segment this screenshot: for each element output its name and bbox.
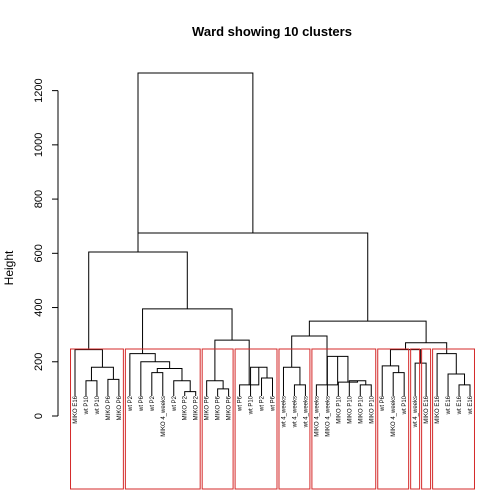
cluster-box [377, 348, 410, 490]
y-tick-label: 0 [33, 413, 45, 419]
leaf-label: wt 4_weeks [292, 396, 298, 428]
leaf-label: wt E16 [468, 395, 474, 415]
y-axis: 0 200 400 600 800 1000 1200 [33, 78, 59, 419]
dendrogram-merge [293, 384, 306, 396]
chart-title: Ward showing 10 clusters [192, 24, 352, 39]
cluster-box [410, 348, 421, 490]
dendrogram-merge [137, 72, 254, 252]
leaf-label: wt P10 [95, 395, 101, 415]
dendrogram-merge [359, 384, 372, 396]
leaf-label: wt P2 [150, 395, 156, 412]
leaf-label: MIKO P6 [227, 395, 233, 420]
leaf-label: wt P2 [172, 395, 178, 412]
dendrogram-merge [90, 366, 114, 381]
dendrogram-merge [414, 362, 427, 396]
dendrogram-merge [206, 380, 224, 396]
leaf-label: wt P2 [128, 395, 134, 412]
cluster-boxes [70, 348, 475, 490]
leaf-label: MIKO E16 [435, 395, 441, 423]
leaf-label: MIKO E16 [424, 395, 430, 423]
leaf-label: wt P10 [402, 395, 408, 415]
dendrogram-merge [436, 353, 457, 396]
y-axis-title: Height [2, 250, 16, 285]
y-tick-label: 800 [33, 190, 45, 208]
y-tick-label: 400 [33, 298, 45, 316]
leaf-label: MIKO 4_weeks [391, 396, 397, 437]
leaf-label: MIKO P6 [216, 395, 222, 420]
leaf-label: MIKO 4_weeks [161, 396, 167, 437]
cluster-box [421, 348, 432, 490]
dendrogram-merge [458, 384, 471, 396]
cluster-box [311, 348, 377, 490]
dendrogram-merge [381, 365, 400, 396]
leaf-label: wt 4_weeks [281, 396, 287, 428]
leaf-label: MIKO P10 [358, 395, 364, 423]
dendrogram-merge [74, 349, 103, 396]
leaf-label: MIKO P10 [347, 395, 353, 423]
dendrogram-merge [405, 342, 448, 354]
leaf-labels: MIKO E16 wt P10 wt P10 MIKO P6 MIKO P6 wt P2 w… [73, 395, 474, 436]
cluster-box [278, 348, 311, 490]
dendrogram-merge [88, 251, 188, 350]
leaf-label: MIKO P10 [369, 395, 375, 423]
dendrogram-merge [282, 366, 301, 396]
leaf-label: wt P6 [238, 395, 244, 412]
y-tick-label: 1000 [33, 133, 45, 157]
dendrogram-merge [217, 388, 230, 396]
leaf-label: MIKO P6 [205, 395, 211, 420]
leaf-label: wt P10 [249, 395, 255, 415]
dendrogram-merge [156, 368, 183, 381]
dendrogram-merge [151, 372, 164, 396]
dendrogram-merge [140, 361, 171, 396]
leaf-label: wt E16 [457, 395, 463, 415]
dendrogram-merge [392, 372, 405, 396]
leaf-label: wt P6 [139, 395, 145, 412]
dendrogram-merge [337, 380, 359, 396]
cluster-box [124, 348, 201, 490]
cluster-box [70, 348, 124, 490]
dendrogram-merge [107, 378, 120, 396]
y-tick-label: 200 [33, 353, 45, 371]
leaf-label: MIKO P10 [336, 395, 342, 423]
cluster-box [201, 348, 234, 490]
dendrogram-merge [173, 380, 191, 396]
dendrogram-merge [137, 232, 369, 322]
leaf-label: MIKO E16 [73, 395, 79, 423]
dendrogram-merge [348, 380, 367, 396]
leaf-label: wt P6 [380, 395, 386, 412]
dendrogram-merge [184, 391, 197, 396]
dendrogram-merge [142, 308, 233, 354]
leaf-label: wt P2 [260, 395, 266, 412]
dendrogram-merge [308, 320, 427, 343]
dendrogram-merge [261, 377, 273, 396]
dendrogram-merge [85, 380, 98, 396]
leaf-label: wt 4_weeks [413, 396, 419, 428]
leaf-label: MIKO 4_weeks [325, 396, 331, 437]
leaf-label: wt P6 [271, 395, 277, 412]
cluster-box [234, 348, 278, 490]
y-tick-label: 600 [33, 244, 45, 262]
leaf-label: MIKO P2 [183, 395, 189, 420]
dendrogram-merge [214, 339, 250, 385]
leaf-label: wt P10 [84, 395, 90, 415]
leaf-label: wt E16 [446, 395, 452, 415]
leaf-label: MIKO 4_weeks [314, 396, 320, 437]
dendrogram-merge [291, 335, 328, 385]
leaf-label: wt 4_weeks [303, 396, 309, 428]
dendrogram-tree [74, 72, 471, 396]
leaf-label: MIKO P6 [106, 395, 112, 420]
leaf-label: MIKO P2 [194, 395, 200, 420]
leaf-label: MIKO P6 [117, 395, 123, 420]
cluster-box [432, 348, 475, 490]
y-tick-label: 1200 [33, 78, 45, 102]
